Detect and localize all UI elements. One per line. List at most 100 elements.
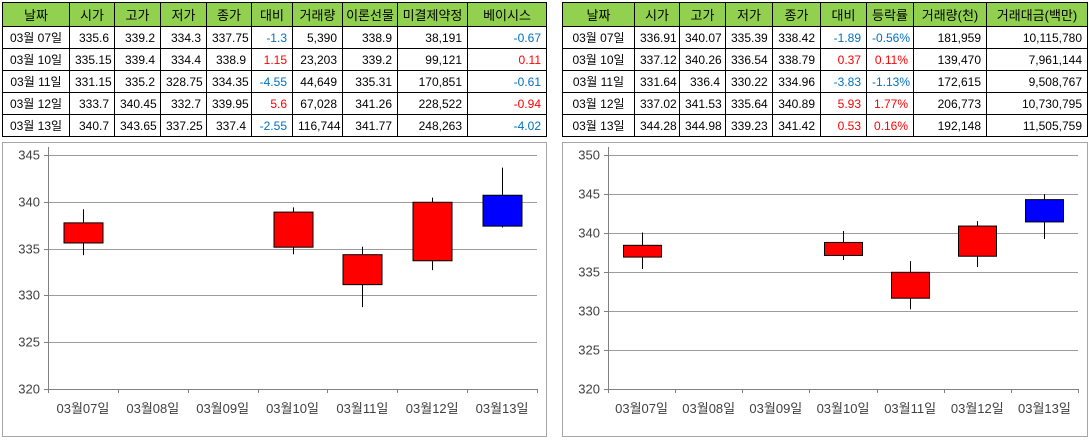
value-cell[interactable]: 341.26 (342, 92, 398, 115)
value-cell[interactable]: 181,959 (913, 26, 987, 49)
value-cell[interactable]: 0.11% (866, 48, 914, 71)
value-cell[interactable]: 10,730,795 (986, 92, 1088, 115)
value-cell[interactable]: 172,615 (913, 70, 987, 93)
value-cell[interactable]: 340.89 (772, 92, 821, 115)
value-cell[interactable]: 228,522 (397, 92, 468, 115)
value-cell[interactable]: 206,773 (913, 92, 987, 115)
value-cell[interactable]: 330.22 (725, 70, 773, 93)
value-cell[interactable]: 343.65 (114, 114, 161, 137)
column-header[interactable]: 저가 (725, 2, 773, 27)
column-header[interactable]: 미결제약정 (397, 2, 468, 27)
value-cell[interactable]: 338.9 (206, 48, 252, 71)
value-cell[interactable]: 7,961,144 (986, 48, 1088, 71)
value-cell[interactable]: 341.53 (679, 92, 726, 115)
value-cell[interactable]: -0.61 (467, 70, 547, 93)
value-cell[interactable]: 0.53 (820, 114, 867, 137)
value-cell[interactable]: 334.96 (772, 70, 821, 93)
value-cell[interactable]: 335.64 (725, 92, 773, 115)
column-header[interactable]: 종가 (772, 2, 821, 27)
value-cell[interactable]: 170,851 (397, 70, 468, 93)
value-cell[interactable]: 339.4 (114, 48, 161, 71)
value-cell[interactable]: 334.35 (206, 70, 252, 93)
column-header[interactable]: 거래량(천) (913, 2, 987, 27)
value-cell[interactable]: -1.13% (866, 70, 914, 93)
value-cell[interactable]: 333.7 (69, 92, 115, 115)
column-header[interactable]: 종가 (206, 2, 252, 27)
column-header[interactable]: 대비 (251, 2, 293, 27)
value-cell[interactable]: 67,028 (292, 92, 343, 115)
column-header[interactable]: 대비 (820, 2, 867, 27)
value-cell[interactable]: -0.94 (467, 92, 547, 115)
value-cell[interactable]: -3.83 (820, 70, 867, 93)
date-cell[interactable]: 03월 13일 (562, 114, 635, 137)
value-cell[interactable]: 339.95 (206, 92, 252, 115)
date-cell[interactable]: 03월 10일 (562, 48, 635, 71)
value-cell[interactable]: -1.3 (251, 26, 293, 49)
value-cell[interactable]: 335.6 (69, 26, 115, 49)
value-cell[interactable]: 336.91 (634, 26, 680, 49)
value-cell[interactable]: 5.93 (820, 92, 867, 115)
value-cell[interactable]: 5.6 (251, 92, 293, 115)
value-cell[interactable]: 335.2 (114, 70, 161, 93)
value-cell[interactable]: 0.11 (467, 48, 547, 71)
date-cell[interactable]: 03월 07일 (562, 26, 635, 49)
value-cell[interactable]: 23,203 (292, 48, 343, 71)
date-cell[interactable]: 03월 07일 (2, 26, 70, 49)
value-cell[interactable]: 339.2 (342, 48, 398, 71)
value-cell[interactable]: -0.67 (467, 26, 547, 49)
value-cell[interactable]: 334.3 (160, 26, 207, 49)
value-cell[interactable]: 248,263 (397, 114, 468, 137)
value-cell[interactable]: 44,649 (292, 70, 343, 93)
value-cell[interactable]: 192,148 (913, 114, 987, 137)
value-cell[interactable]: 338.9 (342, 26, 398, 49)
value-cell[interactable]: 337.4 (206, 114, 252, 137)
date-cell[interactable]: 03월 12일 (562, 92, 635, 115)
value-cell[interactable]: 139,470 (913, 48, 987, 71)
value-cell[interactable]: 336.54 (725, 48, 773, 71)
value-cell[interactable]: 331.15 (69, 70, 115, 93)
date-cell[interactable]: 03월 11일 (2, 70, 70, 93)
value-cell[interactable]: 334.4 (160, 48, 207, 71)
column-header[interactable]: 고가 (679, 2, 726, 27)
value-cell[interactable]: 1.15 (251, 48, 293, 71)
value-cell[interactable]: 5,390 (292, 26, 343, 49)
value-cell[interactable]: 0.37 (820, 48, 867, 71)
date-cell[interactable]: 03월 13일 (2, 114, 70, 137)
value-cell[interactable]: 337.12 (634, 48, 680, 71)
column-header[interactable]: 날짜 (2, 2, 70, 27)
value-cell[interactable]: 335.15 (69, 48, 115, 71)
value-cell[interactable]: 9,508,767 (986, 70, 1088, 93)
value-cell[interactable]: -1.89 (820, 26, 867, 49)
value-cell[interactable]: 335.31 (342, 70, 398, 93)
value-cell[interactable]: 341.42 (772, 114, 821, 137)
value-cell[interactable]: 340.45 (114, 92, 161, 115)
date-cell[interactable]: 03월 10일 (2, 48, 70, 71)
value-cell[interactable]: 335.39 (725, 26, 773, 49)
value-cell[interactable]: 10,115,780 (986, 26, 1088, 49)
value-cell[interactable]: 336.4 (679, 70, 726, 93)
date-cell[interactable]: 03월 12일 (2, 92, 70, 115)
value-cell[interactable]: -4.55 (251, 70, 293, 93)
value-cell[interactable]: 344.28 (634, 114, 680, 137)
column-header[interactable]: 시가 (634, 2, 680, 27)
column-header[interactable]: 저가 (160, 2, 207, 27)
value-cell[interactable]: 344.98 (679, 114, 726, 137)
value-cell[interactable]: -0.56% (866, 26, 914, 49)
value-cell[interactable]: 332.7 (160, 92, 207, 115)
value-cell[interactable]: -4.02 (467, 114, 547, 137)
value-cell[interactable]: 337.25 (160, 114, 207, 137)
column-header[interactable]: 거래량 (292, 2, 343, 27)
value-cell[interactable]: 340.7 (69, 114, 115, 137)
column-header[interactable]: 거래대금(백만) (986, 2, 1088, 27)
spot-candlestick-chart[interactable]: 320 325 330 335 340 345 350 03월07일 03월08일 03월09일 0… (562, 142, 1088, 437)
column-header[interactable]: 등락률 (866, 2, 914, 27)
column-header[interactable]: 베이시스 (467, 2, 547, 27)
value-cell[interactable]: -2.55 (251, 114, 293, 137)
futures-candlestick-chart[interactable]: 320 325 330 335 340 345 03월07일 03월08일 03월09일 03월1… (2, 142, 547, 437)
value-cell[interactable]: 38,191 (397, 26, 468, 49)
value-cell[interactable]: 337.75 (206, 26, 252, 49)
value-cell[interactable]: 338.42 (772, 26, 821, 49)
value-cell[interactable]: 11,505,759 (986, 114, 1088, 137)
value-cell[interactable]: 341.77 (342, 114, 398, 137)
value-cell[interactable]: 116,744 (292, 114, 343, 137)
